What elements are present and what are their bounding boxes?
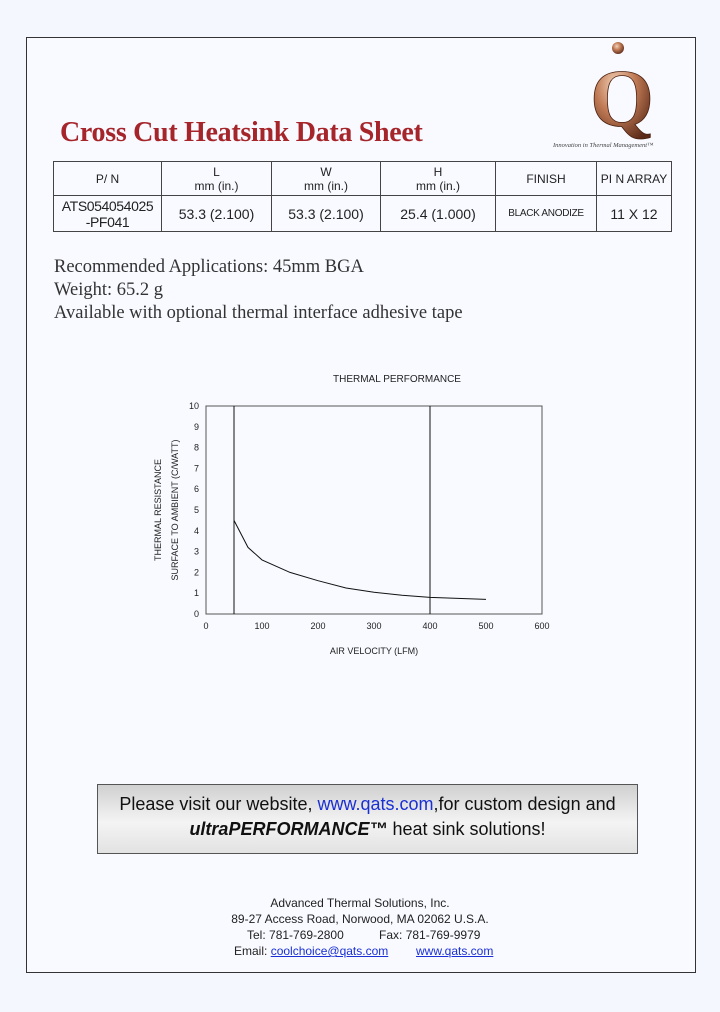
y-tick-label: 8 (194, 443, 199, 453)
cell-h: 25.4 (1.000) (380, 195, 496, 232)
y-tick-label: 9 (194, 422, 199, 432)
banner-text-pre: Please visit our website, (119, 794, 318, 814)
cell-finish: BLACK ANODIZE (495, 195, 597, 232)
spec-table: P/ N L mm (in.) W mm (in.) H mm (in.) FI… (53, 161, 672, 232)
company-logo: Q (590, 42, 654, 144)
header-l-label: L (213, 164, 220, 179)
cell-pn: ATS054054025 -PF041 (53, 195, 162, 232)
note-applications: Recommended Applications: 45mm BGA (54, 257, 364, 277)
x-tick-label: 500 (478, 621, 493, 631)
x-tick-label: 400 (422, 621, 437, 631)
footer-address: 89-27 Access Road, Norwood, MA 02062 U.S… (231, 912, 489, 926)
y-tick-label: 0 (194, 609, 199, 619)
footer-email: Email: coolchoice@qats.com (234, 943, 388, 959)
series-line (233, 520, 487, 600)
footer-company: Advanced Thermal Solutions, Inc. (270, 896, 450, 910)
footer-contact: Tel: 781-769-2800 Fax: 781-769-9979 Emai… (0, 927, 720, 959)
header-pin-array: PI N ARRAY (596, 161, 672, 196)
y-axis-label-line1: THERMAL RESISTANCE (153, 459, 163, 561)
tel-number: 781-769-2800 (269, 928, 344, 942)
spec-header-row: P/ N L mm (in.) W mm (in.) H mm (in.) FI… (53, 161, 672, 196)
x-tick-label: 600 (534, 621, 549, 631)
header-l: L mm (in.) (161, 161, 272, 196)
logo-letter: Q (590, 53, 654, 144)
banner-text-end: heat sink solutions! (387, 819, 546, 839)
x-tick-label: 100 (254, 621, 269, 631)
y-tick-label: 5 (194, 505, 199, 515)
tel-label: Tel: (247, 928, 266, 942)
page-title: Cross Cut Heatsink Data Sheet (60, 117, 423, 148)
footer-fax: Fax: 781-769-9979 (379, 927, 480, 943)
y-tick-label: 4 (194, 526, 199, 536)
chart-title: THERMAL PERFORMANCE (333, 374, 461, 385)
header-l-unit: mm (in.) (194, 178, 239, 193)
fax-number: 781-769-9979 (405, 928, 481, 942)
y-tick-label: 10 (189, 401, 199, 411)
y-tick-label: 3 (194, 547, 199, 557)
notes: Recommended Applications: 45mm BGA Weigh… (54, 256, 463, 325)
cell-pn-line1: ATS054054025 (61, 197, 154, 214)
header-h: H mm (in.) (380, 161, 496, 196)
y-tick-label: 2 (194, 567, 199, 577)
y-tick-label: 7 (194, 463, 199, 473)
banner-brand: ultraPERFORMANCE™ (189, 819, 388, 839)
footer-tel: Tel: 781-769-2800 (247, 927, 344, 943)
fax-label: Fax: (379, 928, 403, 942)
header-w: W mm (in.) (271, 161, 381, 196)
email-link[interactable]: coolchoice@qats.com (270, 944, 389, 958)
spec-data-row: ATS054054025 -PF041 53.3 (2.100) 53.3 (2… (53, 195, 672, 232)
cell-w: 53.3 (2.100) (271, 195, 381, 232)
y-tick-label: 6 (194, 484, 199, 494)
thermal-performance-chart: THERMAL PERFORMANCE 0 100 200 300 400 500 600 0… (153, 374, 550, 656)
note-tape: Available with optional thermal interfac… (54, 303, 463, 323)
header-w-label: W (320, 164, 332, 179)
header-h-label: H (433, 164, 443, 179)
banner-website-link[interactable]: www.qats.com (317, 794, 434, 814)
y-tick-label: 1 (194, 588, 199, 598)
banner-line1: Please visit our website, www.qats.com,f… (98, 792, 637, 817)
x-tick-label: 200 (310, 621, 325, 631)
header-h-unit: mm (in.) (416, 178, 460, 193)
cell-pn-line2: -PF041 (85, 213, 130, 230)
website-banner: Please visit our website, www.qats.com,f… (97, 784, 638, 854)
footer-website: www.qats.com (416, 943, 493, 959)
banner-text-post: ,for custom design and (433, 794, 616, 814)
header-finish: FINISH (495, 161, 597, 196)
header-pn: P/ N (53, 161, 162, 196)
x-tick-label: 0 (203, 621, 208, 631)
note-weight: Weight: 65.2 g (54, 280, 163, 300)
x-tick-label: 300 (366, 621, 381, 631)
cell-pin-array: 11 X 12 (596, 195, 672, 232)
website-link[interactable]: www.qats.com (416, 944, 494, 958)
banner-line2: ultraPERFORMANCE™ heat sink solutions! (98, 817, 637, 842)
footer: Advanced Thermal Solutions, Inc. 89-27 A… (0, 895, 720, 959)
x-axis-label: AIR VELOCITY (LFM) (330, 646, 418, 656)
header-w-unit: mm (in.) (304, 178, 348, 193)
tagline: Innovation in Thermal Management™ (553, 142, 654, 149)
cell-l: 53.3 (2.100) (161, 195, 272, 232)
plot-frame (205, 405, 543, 615)
email-label: Email: (234, 944, 268, 958)
y-axis-label-line2: SURFACE TO AMBIENT (C/WATT) (170, 439, 180, 580)
